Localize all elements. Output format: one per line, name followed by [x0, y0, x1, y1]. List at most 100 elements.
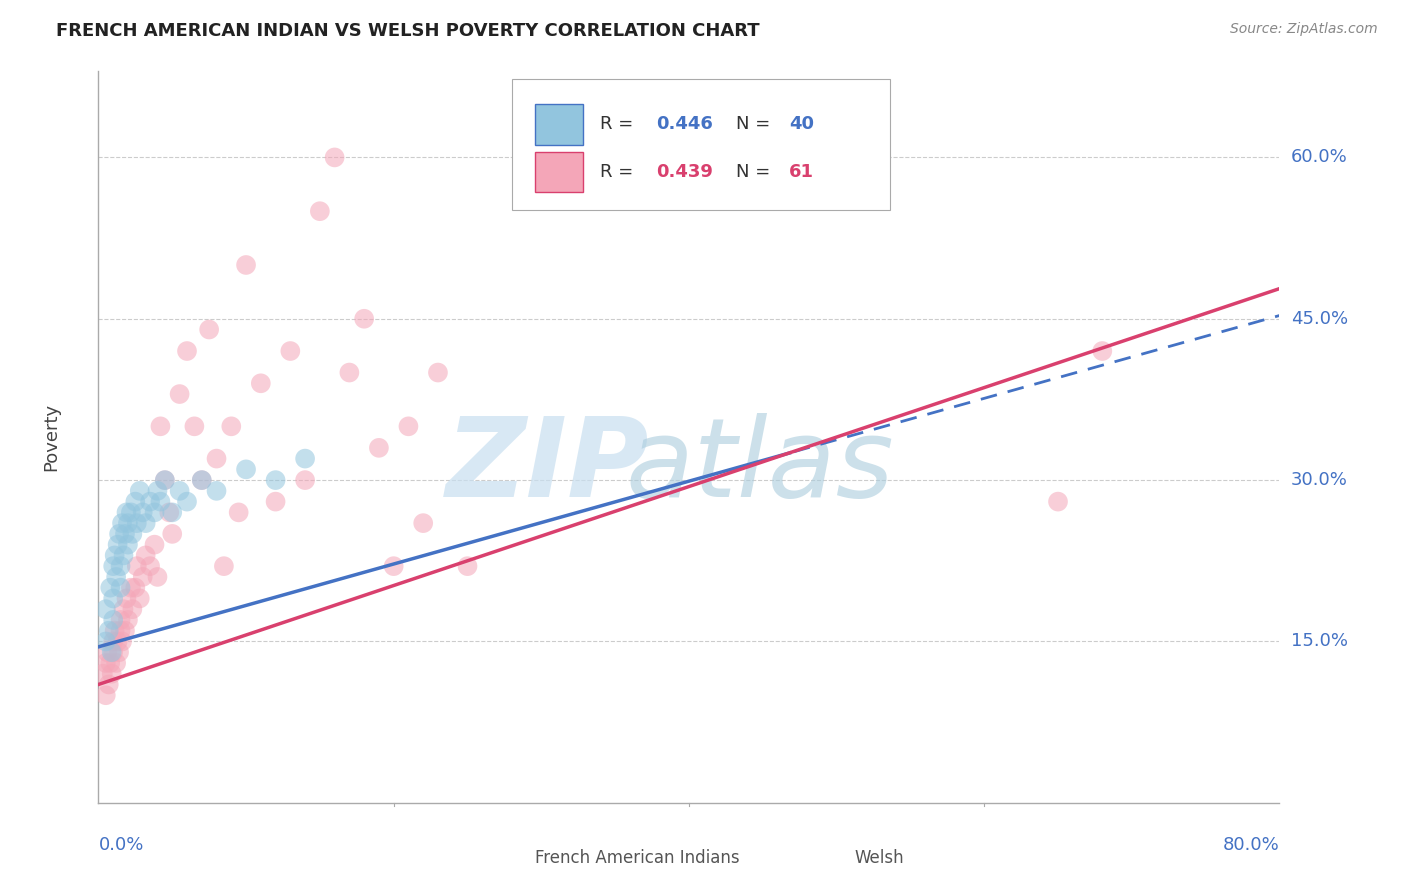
Text: Welsh: Welsh	[855, 848, 904, 867]
Point	[235, 258, 257, 272]
Point	[96, 645, 118, 659]
Point	[162, 527, 183, 541]
Point	[105, 570, 128, 584]
Point	[235, 462, 257, 476]
Point	[124, 494, 146, 508]
Text: 80.0%: 80.0%	[1223, 836, 1279, 854]
Point	[139, 559, 162, 574]
Point	[1091, 344, 1114, 359]
FancyBboxPatch shape	[512, 78, 890, 211]
Point	[111, 516, 134, 530]
Bar	[796, 843, 841, 872]
Text: Source: ZipAtlas.com: Source: ZipAtlas.com	[1230, 22, 1378, 37]
Point	[143, 505, 166, 519]
Text: 40: 40	[789, 115, 814, 133]
Point	[530, 172, 553, 186]
Text: atlas: atlas	[626, 413, 894, 520]
Point	[205, 483, 228, 498]
Point	[183, 419, 205, 434]
Point	[264, 473, 287, 487]
Point	[309, 204, 332, 219]
Point	[176, 344, 198, 359]
Point	[94, 688, 117, 702]
Point	[176, 494, 198, 508]
Text: N =: N =	[737, 115, 776, 133]
Point	[124, 581, 146, 595]
Text: 30.0%: 30.0%	[1291, 471, 1347, 489]
Bar	[536, 152, 582, 192]
Point	[91, 666, 114, 681]
Bar	[536, 104, 582, 145]
Point	[1046, 494, 1069, 508]
Point	[153, 473, 176, 487]
Point	[162, 505, 183, 519]
Point	[169, 387, 191, 401]
Point	[135, 549, 157, 563]
Point	[149, 494, 172, 508]
Text: 0.439: 0.439	[655, 163, 713, 181]
Point	[103, 591, 125, 606]
Point	[110, 559, 132, 574]
Point	[323, 150, 346, 164]
Point	[103, 645, 125, 659]
Point	[382, 559, 405, 574]
Point	[146, 483, 169, 498]
Point	[104, 549, 127, 563]
Point	[153, 473, 176, 487]
Point	[125, 559, 148, 574]
Point	[103, 613, 125, 627]
Text: Poverty: Poverty	[42, 403, 60, 471]
Point	[98, 581, 121, 595]
Text: 61: 61	[789, 163, 814, 181]
Text: 15.0%: 15.0%	[1291, 632, 1347, 650]
Point	[139, 494, 162, 508]
Point	[132, 570, 155, 584]
Point	[149, 419, 172, 434]
Text: 0.0%: 0.0%	[98, 836, 143, 854]
Point	[114, 624, 136, 638]
Point	[396, 419, 419, 434]
Point	[100, 666, 122, 681]
Point	[250, 376, 273, 391]
Point	[108, 527, 131, 541]
Point	[117, 516, 139, 530]
Point	[100, 645, 122, 659]
Point	[105, 656, 128, 670]
Point	[294, 473, 316, 487]
Point	[115, 591, 138, 606]
Point	[110, 613, 132, 627]
Point	[212, 559, 235, 574]
Point	[205, 451, 228, 466]
Point	[128, 591, 150, 606]
Text: ZIP: ZIP	[446, 413, 650, 520]
Point	[128, 483, 150, 498]
Point	[120, 505, 142, 519]
Point	[107, 538, 129, 552]
Point	[169, 483, 191, 498]
Bar	[477, 843, 522, 872]
Point	[110, 581, 132, 595]
Point	[115, 505, 138, 519]
Point	[135, 516, 157, 530]
Point	[104, 624, 127, 638]
Text: R =: R =	[600, 115, 640, 133]
Point	[157, 505, 180, 519]
Point	[98, 656, 121, 670]
Point	[198, 322, 221, 336]
Point	[94, 634, 117, 648]
Point	[278, 344, 302, 359]
Point	[132, 505, 155, 519]
Point	[368, 441, 391, 455]
Point	[97, 624, 120, 638]
Point	[294, 451, 316, 466]
Point	[117, 613, 139, 627]
Point	[191, 473, 214, 487]
Text: 60.0%: 60.0%	[1291, 148, 1347, 167]
Point	[110, 624, 132, 638]
Point	[94, 602, 117, 616]
Point	[107, 634, 129, 648]
Point	[97, 677, 120, 691]
Text: French American Indians: French American Indians	[536, 848, 740, 867]
Point	[103, 634, 125, 648]
Point	[412, 516, 434, 530]
